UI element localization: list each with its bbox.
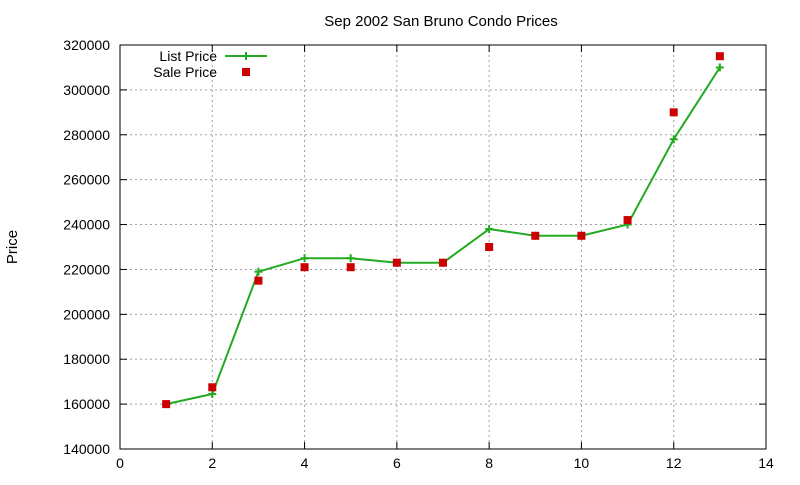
sale-price-point <box>669 108 678 117</box>
plot-frame <box>119 44 767 450</box>
list-price-line <box>165 66 721 406</box>
x-tick-label: 14 <box>758 455 774 471</box>
sale-price-point <box>346 263 355 272</box>
sale-price-series <box>162 52 724 409</box>
chart-title: Sep 2002 San Bruno Condo Prices <box>324 13 558 30</box>
x-tick-label: 4 <box>301 455 309 471</box>
sale-price-point <box>208 383 217 392</box>
y-tick-label: 280000 <box>63 127 110 143</box>
list-price-point <box>485 225 494 234</box>
sale-price-point <box>623 216 632 225</box>
sale-price-point <box>300 263 309 272</box>
y-tick-label: 180000 <box>63 351 110 367</box>
sale-price-point <box>162 400 171 409</box>
list-price-point <box>254 267 263 276</box>
x-tick-label: 2 <box>208 455 216 471</box>
sale-price-point <box>439 258 447 267</box>
y-tick-label: 300000 <box>63 82 110 98</box>
x-tick-label: 8 <box>485 455 493 471</box>
y-tick-label: 220000 <box>63 261 110 277</box>
sale-price-point <box>531 231 540 240</box>
list-price-point <box>300 254 309 263</box>
plot-series <box>162 52 724 409</box>
list-price-point <box>346 254 355 263</box>
sale-price-point <box>485 243 494 251</box>
sale-price-point <box>715 52 724 61</box>
x-tick-label: 6 <box>393 455 401 471</box>
x-tick-label: 12 <box>666 455 682 471</box>
sale-price-point <box>392 258 401 267</box>
axis-ticks: 0 2 4 6 8 10 12 14 140000 160000 180000 200000 22000… <box>63 37 774 471</box>
list-price-point <box>208 390 217 399</box>
legend-marker <box>242 52 250 60</box>
list-price-series <box>162 63 724 409</box>
y-axis-label: Price <box>4 230 21 264</box>
y-tick-label: 320000 <box>63 37 110 53</box>
x-tick-label: 0 <box>116 455 124 471</box>
grid-lines <box>120 45 766 449</box>
list-price-point <box>669 135 678 144</box>
legend-label: List Price <box>159 48 217 64</box>
y-tick-label: 240000 <box>63 217 110 233</box>
y-tick-label: 160000 <box>63 396 110 412</box>
legend-label: Sale Price <box>153 64 217 80</box>
y-tick-label: 200000 <box>63 306 110 322</box>
x-tick-label: 10 <box>574 455 590 471</box>
list-price-point <box>715 63 724 72</box>
legend-marker <box>242 68 250 76</box>
sale-price-point <box>254 276 263 285</box>
y-tick-label: 260000 <box>63 172 110 188</box>
y-tick-label: 140000 <box>63 441 110 457</box>
sale-price-point <box>577 231 586 240</box>
